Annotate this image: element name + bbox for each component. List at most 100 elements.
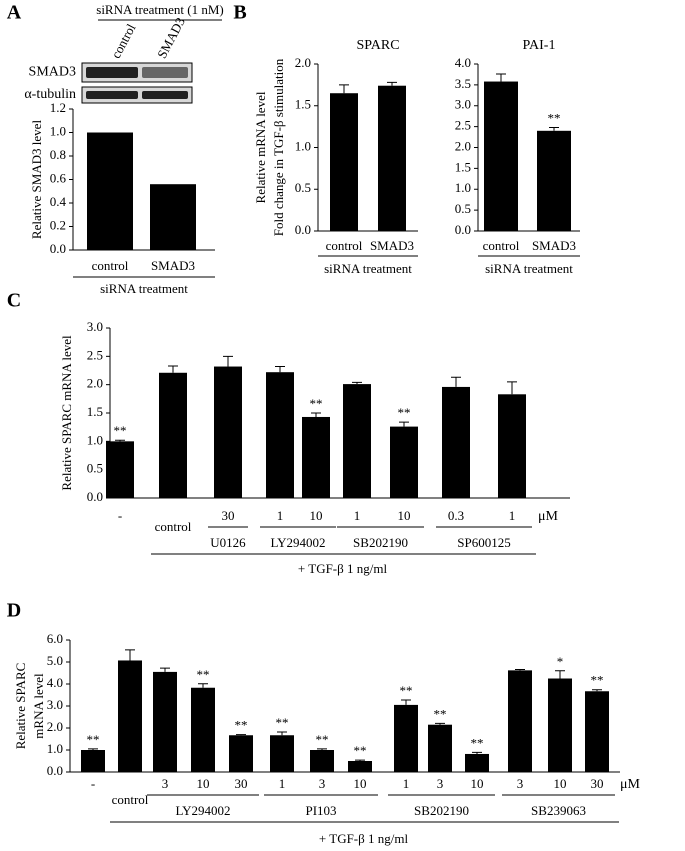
- group-label: SB239063: [531, 803, 586, 818]
- bar: [498, 394, 526, 498]
- unit-label: μM: [620, 777, 641, 792]
- bar: [150, 184, 196, 250]
- annotation: **: [276, 715, 289, 730]
- group-label: SB202190: [353, 535, 408, 550]
- error-bar: [355, 759, 365, 761]
- bar: [106, 441, 134, 498]
- panel-label: A: [7, 2, 22, 24]
- unit-label: μM: [538, 509, 559, 524]
- error-bar: [472, 751, 482, 754]
- bar: [118, 660, 142, 772]
- error-bar: [223, 355, 233, 367]
- y-axis-label: Relative SPARC mRNA level: [59, 335, 74, 491]
- y-tick-label: 2.5: [455, 118, 471, 133]
- x-tick-label: 30: [591, 776, 604, 791]
- bar: [214, 366, 242, 498]
- x-tick-label: 0.3: [448, 508, 464, 523]
- error-bar: [339, 84, 349, 94]
- annotation: **: [400, 683, 413, 698]
- error-bar: [236, 734, 246, 736]
- annotation: **: [310, 396, 323, 411]
- error-bar: [435, 722, 445, 725]
- y-tick-label: 0.8: [50, 147, 66, 162]
- blot-band: [142, 67, 188, 78]
- bar: [390, 426, 418, 498]
- bar: [159, 372, 187, 498]
- y-tick-label: 6.0: [47, 631, 63, 646]
- error-bar: [555, 670, 565, 679]
- y-tick-label: 2.0: [455, 138, 471, 153]
- annotation: **: [354, 743, 367, 758]
- x-tick-label: -: [118, 508, 122, 523]
- y-tick-label: 2.5: [87, 347, 103, 362]
- annotation: **: [398, 405, 411, 420]
- y-tick-label: 2.0: [47, 719, 63, 734]
- y-tick-label: 1.2: [50, 100, 66, 115]
- x-tick-label: 10: [354, 776, 367, 791]
- annotation: **: [87, 732, 100, 747]
- y-tick-label: 1.5: [87, 404, 103, 419]
- x-tick-label: 3: [437, 776, 444, 791]
- x-tick-label: 10: [310, 508, 323, 523]
- bar: [330, 93, 358, 231]
- y-tick-label: 3.0: [87, 319, 103, 334]
- x-tick-label: 1: [354, 508, 361, 523]
- x-tick-label: SMAD3: [532, 238, 576, 253]
- x-axis-label: siRNA treatment: [100, 281, 188, 296]
- error-bar: [496, 73, 506, 82]
- error-bar: [88, 748, 98, 750]
- x-tick-label: 10: [554, 776, 567, 791]
- lane-label: control: [108, 21, 139, 61]
- y-tick-label: 3.0: [455, 97, 471, 112]
- annotation: **: [114, 423, 127, 438]
- y-tick-label: 2.0: [295, 55, 311, 70]
- x-tick-label: 3: [162, 776, 169, 791]
- bar: [266, 372, 294, 498]
- y-tick-label: 3.5: [455, 76, 471, 91]
- y-axis-label: Relative SMAD3 level: [29, 120, 44, 240]
- error-bar: [168, 365, 178, 373]
- y-tick-label: 1.0: [455, 180, 471, 195]
- bar: [548, 678, 572, 772]
- x-tick-label: -: [91, 776, 95, 791]
- bar: [343, 384, 371, 498]
- y-tick-label: 3.0: [47, 697, 63, 712]
- annotation: *: [557, 654, 564, 669]
- error-bar: [401, 699, 411, 705]
- x-tick-label: control: [92, 258, 129, 273]
- y-axis-label: Fold change in TGF-β stimulation: [271, 58, 286, 236]
- error-bar: [549, 126, 559, 131]
- group-label: SB202190: [414, 803, 469, 818]
- y-tick-label: 0.0: [50, 241, 66, 256]
- y-tick-label: 1.0: [47, 741, 63, 756]
- blot-title: siRNA treatment (1 nM): [96, 2, 223, 17]
- y-tick-label: 1.5: [295, 97, 311, 112]
- annotation: **: [235, 718, 248, 733]
- annotation: **: [471, 735, 484, 750]
- bar: [508, 670, 532, 772]
- y-tick-label: 0.2: [50, 217, 66, 232]
- error-bar: [125, 649, 135, 661]
- bar: [310, 750, 334, 772]
- group-label: SP600125: [457, 535, 510, 550]
- y-tick-label: 0.0: [295, 222, 311, 237]
- y-tick-label: 0.6: [50, 170, 67, 185]
- y-tick-label: 0.4: [50, 194, 67, 209]
- error-bar: [592, 689, 602, 692]
- y-axis-label: Relative mRNA level: [253, 91, 268, 203]
- panel-label: B: [233, 2, 246, 24]
- bar: [348, 761, 372, 772]
- error-bar: [317, 748, 327, 750]
- error-bar: [387, 81, 397, 86]
- y-tick-label: 1.5: [455, 159, 471, 174]
- bar: [537, 130, 571, 231]
- error-bar: [515, 668, 525, 671]
- y-tick-label: 1.0: [87, 432, 103, 447]
- error-bar: [115, 439, 125, 442]
- y-axis-label: Relative SPARC: [13, 663, 28, 750]
- x-tick-label: control: [483, 238, 520, 253]
- panel-label: D: [7, 600, 21, 622]
- x-tick-label: 10: [398, 508, 411, 523]
- y-tick-label: 0.0: [455, 222, 471, 237]
- x-tick-label: 30: [222, 508, 235, 523]
